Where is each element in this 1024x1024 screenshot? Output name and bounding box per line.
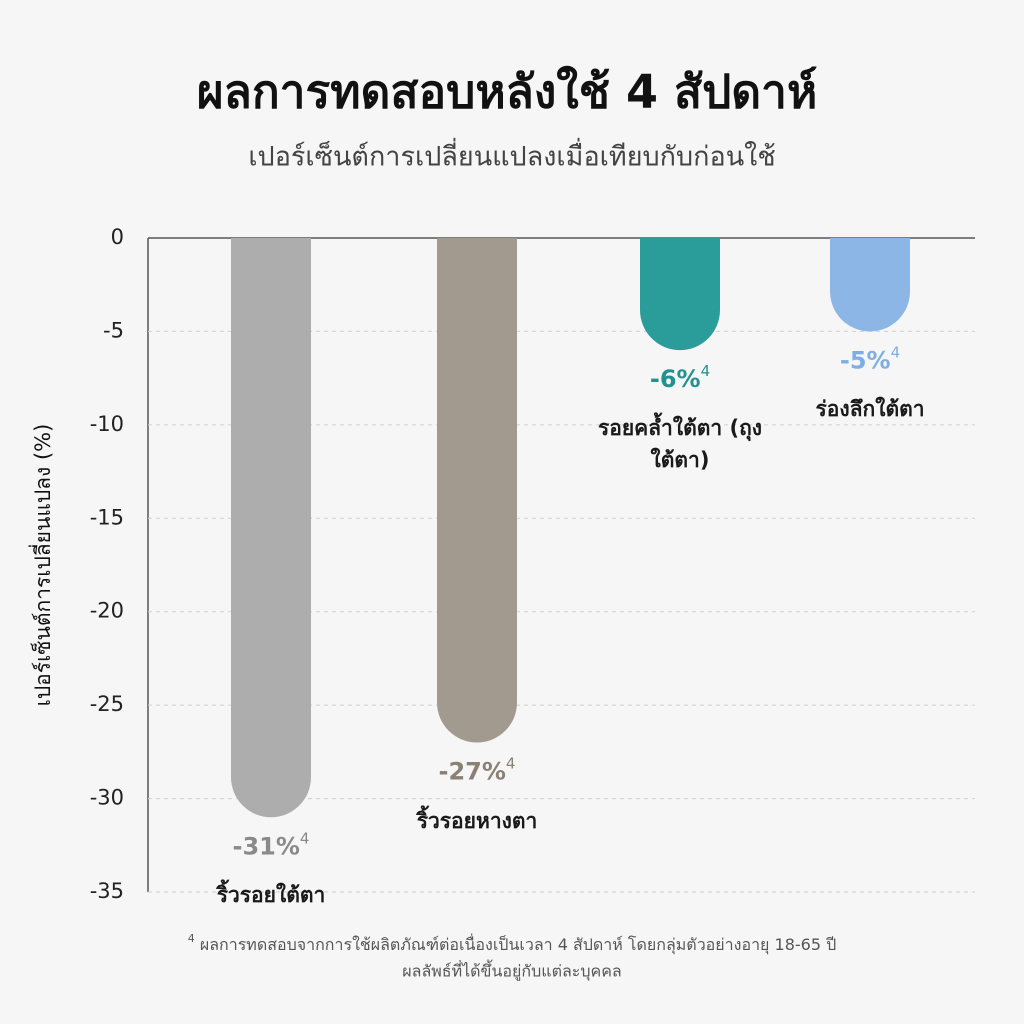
y-tick-label: -15 [90, 505, 124, 529]
value-label-text: -6% [650, 365, 701, 393]
value-label-text: -27% [439, 758, 506, 786]
value-label: -27%4 [439, 754, 516, 786]
footnote-marker: 4 [701, 362, 711, 380]
footnote-line: ผลการทดสอบจากการใช้ผลิตภัณฑ์ต่อเนื่องเป็… [200, 933, 836, 955]
y-tick-label: -30 [90, 786, 124, 810]
bar [437, 238, 517, 743]
y-tick-label: -25 [90, 692, 124, 716]
x-tick-label: ร่องลึกใต้ตา [815, 397, 925, 422]
value-label: -5%4 [840, 343, 900, 375]
value-label-text: -31% [233, 832, 300, 860]
bar [830, 238, 910, 332]
y-tick-label: -20 [90, 599, 124, 623]
y-tick-label: -5 [103, 318, 124, 342]
y-tick-label: -10 [90, 412, 124, 436]
chart-subtitle: เปอร์เซ็นต์การเปลี่ยนแปลงเมื่อเทียบกับก่… [248, 138, 775, 173]
footnote-line: ผลลัพธ์ที่ได้ขึ้นอยู่กับแต่ละบุคคล [402, 960, 621, 982]
y-tick-label: -35 [90, 879, 124, 903]
value-label: -31%4 [233, 829, 310, 861]
chart-title: ผลการทดสอบหลังใช้ 4 สัปดาห์ [197, 65, 818, 119]
x-tick-label: ริ้วรอยหางตา [416, 808, 538, 833]
footnote-marker: 4 [506, 754, 516, 772]
y-tick-label: 0 [111, 225, 124, 249]
footnote: 4 ผลการทดสอบจากการใช้ผลิตภัณฑ์ต่อเนื่องเ… [188, 932, 837, 955]
value-label-text: -5% [840, 346, 891, 374]
footnote-marker: 4 [300, 829, 310, 847]
footnote-marker: 4 [188, 932, 195, 945]
footnote-marker: 4 [891, 343, 901, 361]
bar [640, 238, 720, 351]
x-tick-label: ริ้วรอยใต้ตา [216, 883, 326, 908]
y-axis-label: เปอร์เซ็นต์การเปลี่ยนแปลง (%) [28, 424, 55, 707]
bar [231, 238, 311, 818]
x-tick-label: รอยคล้ำใต้ตา (ถุงใต้ตา) [597, 416, 763, 473]
value-label: -6%4 [650, 362, 710, 394]
